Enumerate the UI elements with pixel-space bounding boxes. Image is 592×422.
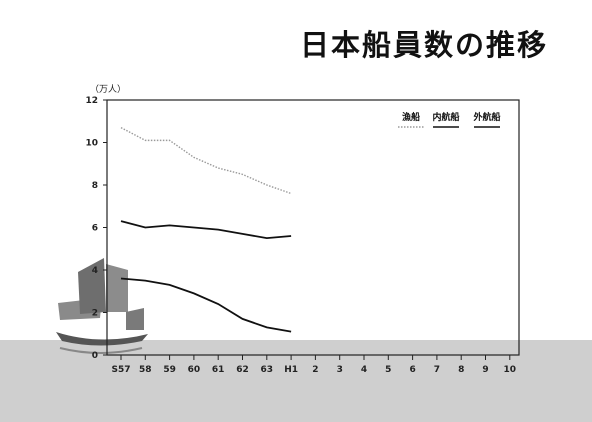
y-tick-label: 8: [92, 181, 98, 191]
legend-label-2: 内航船: [432, 111, 459, 123]
y-tick-label: 4: [92, 266, 98, 276]
x-tick-label: 63: [261, 365, 274, 375]
x-tick-label: 10: [504, 365, 517, 375]
x-tick-label: 58: [139, 365, 152, 375]
x-tick-label: 4: [361, 365, 367, 375]
y-tick-label: 2: [92, 309, 98, 319]
x-tick-label: 9: [482, 365, 488, 375]
x-tick-label: 8: [458, 365, 464, 375]
x-tick-label: S57: [111, 365, 130, 375]
boat-icon: [56, 258, 148, 354]
x-tick-label: 6: [409, 365, 415, 375]
x-tick-label: 62: [236, 365, 249, 375]
x-tick-label: 59: [163, 365, 176, 375]
plot-frame: [106, 99, 520, 356]
x-tick-label: 3: [337, 365, 343, 375]
y-tick-label: 12: [85, 96, 98, 106]
series-line-3: [120, 277, 292, 333]
x-tick-label: 5: [385, 365, 391, 375]
page-title: 日本船員数の推移: [300, 28, 549, 62]
x-tick-label: 61: [212, 365, 225, 375]
x-tick-label: 7: [434, 365, 440, 375]
legend-label-1: 漁船: [402, 111, 420, 123]
x-tick-label: 60: [188, 365, 201, 375]
y-tick-label: 10: [85, 139, 98, 149]
x-tick-label: H1: [284, 365, 298, 375]
y-tick-label: 6: [92, 224, 98, 234]
series-line-2: [120, 220, 292, 240]
legend-label-3: 外航船: [472, 111, 500, 123]
y-tick-label: 0: [92, 351, 98, 361]
x-tick-label: 2: [312, 365, 318, 375]
y-axis-unit-label: （万人）: [90, 85, 127, 95]
series-line-1: [120, 127, 292, 195]
